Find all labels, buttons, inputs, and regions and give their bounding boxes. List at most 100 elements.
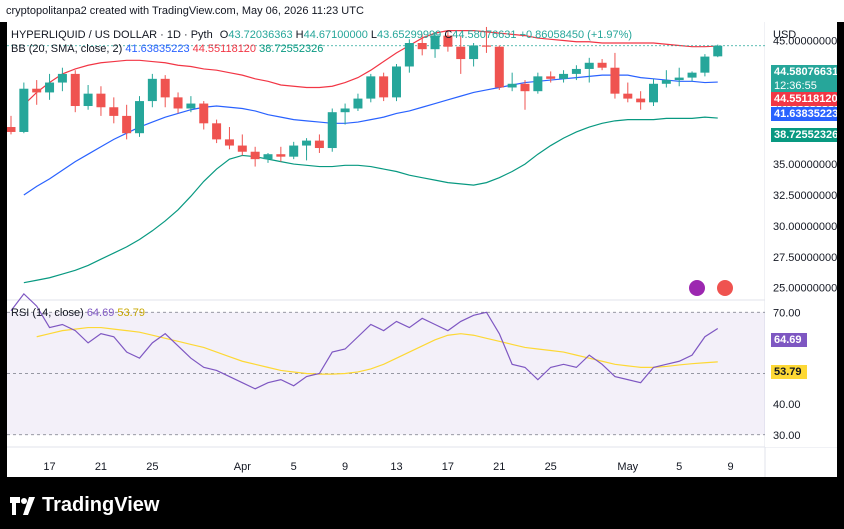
- candle-body: [109, 107, 119, 116]
- candle: [70, 70, 80, 113]
- rsi-line: [10, 292, 719, 390]
- low-label: L: [370, 29, 378, 41]
- candle: [687, 71, 697, 82]
- candle: [45, 73, 55, 100]
- candle-body: [610, 67, 620, 94]
- candle: [713, 44, 723, 58]
- candle: [289, 141, 299, 160]
- candle-body: [45, 82, 55, 93]
- flag-event-icon[interactable]: [717, 280, 733, 296]
- symbol-name[interactable]: HYPERLIQUID / US DOLLAR · 1D · Pyth: [11, 29, 213, 41]
- candle-body: [199, 103, 209, 124]
- candle: [122, 104, 132, 140]
- candle: [314, 134, 324, 153]
- candle: [481, 26, 491, 53]
- candle-body: [559, 73, 569, 79]
- candle: [636, 91, 646, 110]
- low-value: 43.65299999: [377, 29, 442, 41]
- rsi-ma-line: [36, 326, 718, 375]
- candle: [392, 64, 401, 102]
- last-price-tag: 44.58076631 12:36:55: [771, 65, 837, 93]
- candle-body: [147, 78, 157, 102]
- time-axis[interactable]: 17 21 25 Apr 5 9 13 17 21 25 May 5 9: [43, 461, 733, 473]
- candle-body: [289, 145, 299, 157]
- candle: [700, 54, 710, 77]
- candle-body: [327, 112, 337, 149]
- time-tick-label: May: [617, 461, 638, 473]
- candle: [674, 67, 684, 87]
- chart-panel[interactable]: 45.0000000042.5000000040.0000000037.5000…: [7, 22, 837, 477]
- rsi-band-fill: [7, 311, 765, 436]
- candle: [199, 101, 209, 130]
- candle: [469, 43, 479, 67]
- bb-upper-tag: 44.55118120: [771, 92, 837, 106]
- candle: [212, 119, 222, 144]
- bb-lower-line: [23, 116, 718, 284]
- rsi-tick-label: 70.00: [773, 307, 801, 319]
- tradingview-logo[interactable]: TradingView: [10, 494, 159, 517]
- candle: [584, 57, 594, 83]
- time-tick-label: 9: [728, 461, 734, 473]
- candle: [507, 72, 517, 92]
- candle: [533, 72, 543, 94]
- candle-body: [481, 45, 491, 47]
- close-value: 44.58076631: [452, 29, 517, 41]
- price-axis[interactable]: 45.0000000042.5000000040.0000000037.5000…: [765, 22, 837, 300]
- rsi-label[interactable]: RSI (14, close): [11, 307, 84, 319]
- candle-body: [314, 140, 324, 149]
- candle-body: [584, 62, 594, 69]
- candle-body: [533, 76, 543, 92]
- candle: [379, 72, 389, 102]
- price-tick-label: 32.50000000: [773, 190, 837, 202]
- candle: [559, 70, 569, 83]
- time-tick-label: 25: [146, 461, 158, 473]
- candle: [597, 59, 607, 71]
- candle-body: [623, 93, 633, 99]
- candle: [224, 127, 234, 150]
- candle-body: [507, 83, 517, 88]
- candle: [302, 138, 312, 161]
- candlestick-series[interactable]: [7, 26, 723, 167]
- candle: [417, 34, 427, 56]
- candle-body: [224, 139, 234, 146]
- candle-body: [443, 35, 453, 47]
- chart-caption: cryptopolitanpa2 created with TradingVie…: [6, 5, 364, 17]
- candle: [353, 93, 363, 111]
- event-icon[interactable]: [689, 280, 705, 296]
- candle-body: [302, 140, 312, 146]
- bb-label[interactable]: BB (20, SMA, close, 2): [11, 43, 123, 55]
- candle-body: [57, 73, 67, 83]
- candle-body: [186, 103, 196, 109]
- bb-lower-tag: 38.72552326: [771, 128, 837, 142]
- high-label: H: [295, 29, 304, 41]
- candle-body: [135, 101, 144, 134]
- price-tick-label: 35.00000000: [773, 159, 837, 171]
- currency-label[interactable]: USD: [773, 29, 797, 41]
- candle: [186, 96, 196, 113]
- candle-body: [456, 46, 466, 60]
- time-tick-label: 21: [493, 461, 505, 473]
- time-tick-label: 17: [442, 461, 454, 473]
- candle-body: [250, 151, 260, 160]
- candle: [160, 75, 170, 108]
- candle-body: [546, 76, 556, 79]
- candle-body: [571, 68, 581, 74]
- chart-caption-bar: cryptopolitanpa2 created with TradingVie…: [0, 0, 844, 22]
- chart-svg[interactable]: 45.0000000042.5000000040.0000000037.5000…: [7, 22, 837, 477]
- time-tick-label: 13: [390, 461, 402, 473]
- candle: [237, 134, 247, 156]
- open-value: 43.72036363: [228, 29, 293, 41]
- candle-body: [469, 45, 479, 60]
- candle-body: [83, 93, 93, 107]
- candle: [340, 103, 350, 125]
- bb-upper-value: 44.55118120: [192, 43, 257, 55]
- candle: [610, 52, 620, 99]
- candle: [263, 152, 273, 163]
- rsi-ma-tag: 53.79: [771, 365, 807, 379]
- candle: [456, 35, 466, 74]
- price-tick-label: 25.00000000: [773, 283, 837, 295]
- candle-body: [494, 46, 504, 88]
- time-tick-label: 5: [676, 461, 682, 473]
- candle-body: [276, 154, 286, 157]
- price-change: +0.86058450 (+1.97%): [519, 29, 633, 41]
